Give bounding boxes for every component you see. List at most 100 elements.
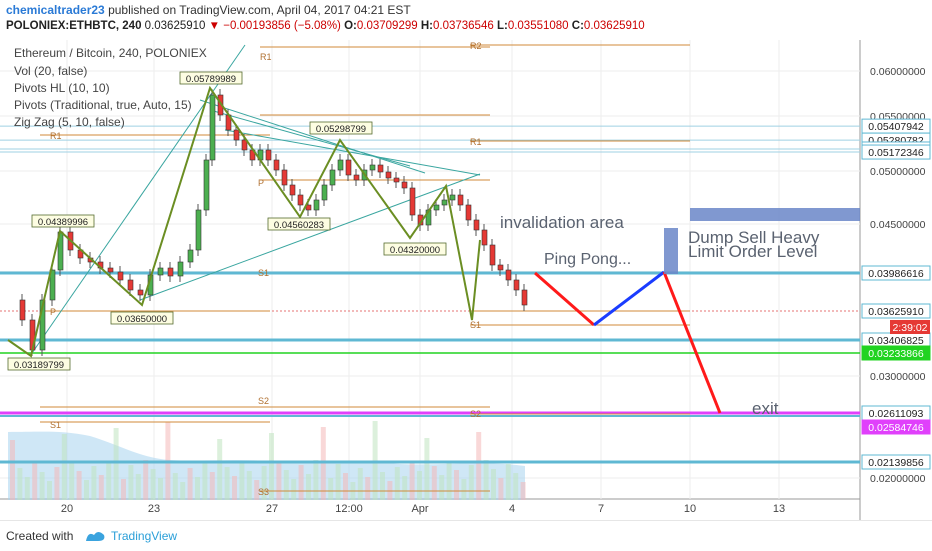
volume-bar [47,481,52,500]
volume-bar [17,468,23,500]
pivot-label: S1 [470,320,481,330]
volume-bar [24,477,30,500]
volume-bar [224,467,230,500]
price-label-box [861,303,931,319]
candle-body [433,204,440,211]
candle-body [117,271,124,281]
trend-line [29,44,246,357]
price-label-text: 0.02139856 [868,457,924,469]
pivot-point-box [383,242,447,256]
y-tick-label: 0.02000000 [870,473,926,485]
volume-bar [39,472,45,500]
x-tick-label: 12:00 [335,503,363,515]
price-chart[interactable]: 20 23 27 12:00 Apr 4 7 10 130.060000000.05500000… [0,40,932,520]
volume-bar [10,440,15,500]
high-value: 0.03736546 [432,20,494,32]
volume-bar [143,460,149,500]
y-tick-label: 0.05000000 [870,166,926,178]
pivot-label: R1 [50,131,62,141]
candle-body [297,194,304,206]
volume-bar [454,470,459,500]
trend-line [199,99,426,174]
y-tick-label: 0.06000000 [870,66,926,78]
ohlc-line: POLONIEX:ETHBTC, 240 0.03625910 ▼ −0.001… [6,20,645,32]
candle-body [233,129,240,141]
volume-bar [202,463,208,500]
candle-body [513,279,520,291]
pivot-point-box [267,217,331,231]
volume-bar [461,479,467,500]
symbol-label: POLONIEX:ETHBTC, 240 [6,20,142,32]
volume-bar [283,470,289,500]
volume-bar [343,473,348,500]
volume-bar [187,468,193,500]
trend-line [139,173,481,301]
high-label: H: [420,20,433,32]
pivot-label: R2 [470,41,482,51]
price-label-text: 0.03406825 [868,335,924,347]
volume-bar [335,464,341,500]
candle-body [505,269,512,281]
volume-bar [232,476,237,500]
candle-body [19,299,26,321]
volume-bar [261,466,267,500]
volume-bar [394,467,400,500]
volume-bar [91,466,97,500]
volume-bar [417,471,422,500]
pivot-label: S2 [258,396,269,406]
change-arrow-icon: ▼ [208,20,221,32]
volume-bar [135,474,141,500]
candle-body [473,219,480,231]
pivot-label: S1 [258,268,269,278]
pivot-label: S2 [470,409,481,419]
candle-body [369,164,376,171]
y-tick-label: 0.03000000 [870,371,926,383]
x-tick-label: 10 [684,503,696,515]
volume-bar [505,464,511,500]
countdown-text: 2:39:02 [892,322,927,334]
created-with-text: Created with [6,529,74,543]
price-label-box [861,144,931,160]
brand-name[interactable]: TradingView [111,529,178,543]
annotation-dump-sell: Dump Sell Heavy [688,228,820,247]
zigzag-line [7,85,481,358]
volume-bar [180,482,186,500]
volume-bar [298,465,304,500]
countdown-box [890,320,930,334]
volume-bar [84,480,89,500]
candle-body [457,194,464,206]
pivot-point-box [31,214,95,228]
price-label-box [861,265,931,281]
volume-bar [106,461,112,500]
y-tick-label: 0.04500000 [870,219,926,231]
pivot-label: P [50,307,56,317]
pivot-point-box [110,311,174,325]
price-label-text: 0.05407942 [868,121,924,133]
volume-bar [254,480,260,500]
volume-bar [195,477,200,500]
candle-body [313,199,320,211]
price-label-text: 0.03233866 [868,348,924,360]
annotation-exit: exit [752,399,779,418]
price-label-text: 0.05172346 [868,147,924,159]
volume-bar [513,473,519,500]
candle-body [203,159,210,211]
x-tick-label: 23 [148,503,160,515]
candle-body [167,267,174,277]
volume-bar [61,434,67,500]
price-label-box [861,454,931,470]
candle-body [481,229,488,246]
pivot-point-box [179,71,243,85]
pivot-point-box [309,121,373,135]
projection-red-1 [534,271,595,327]
volume-bar [150,469,156,500]
price-label-box [861,345,931,361]
candle-body [449,194,456,201]
candle-body [187,249,194,263]
author-name[interactable]: chemicaltrader23 [6,3,105,17]
candle-body [39,299,46,351]
indicator-vol: Vol (20, false) [14,64,88,78]
volume-bar [402,476,408,500]
candle-body [195,209,202,251]
volume-bar [172,473,178,500]
